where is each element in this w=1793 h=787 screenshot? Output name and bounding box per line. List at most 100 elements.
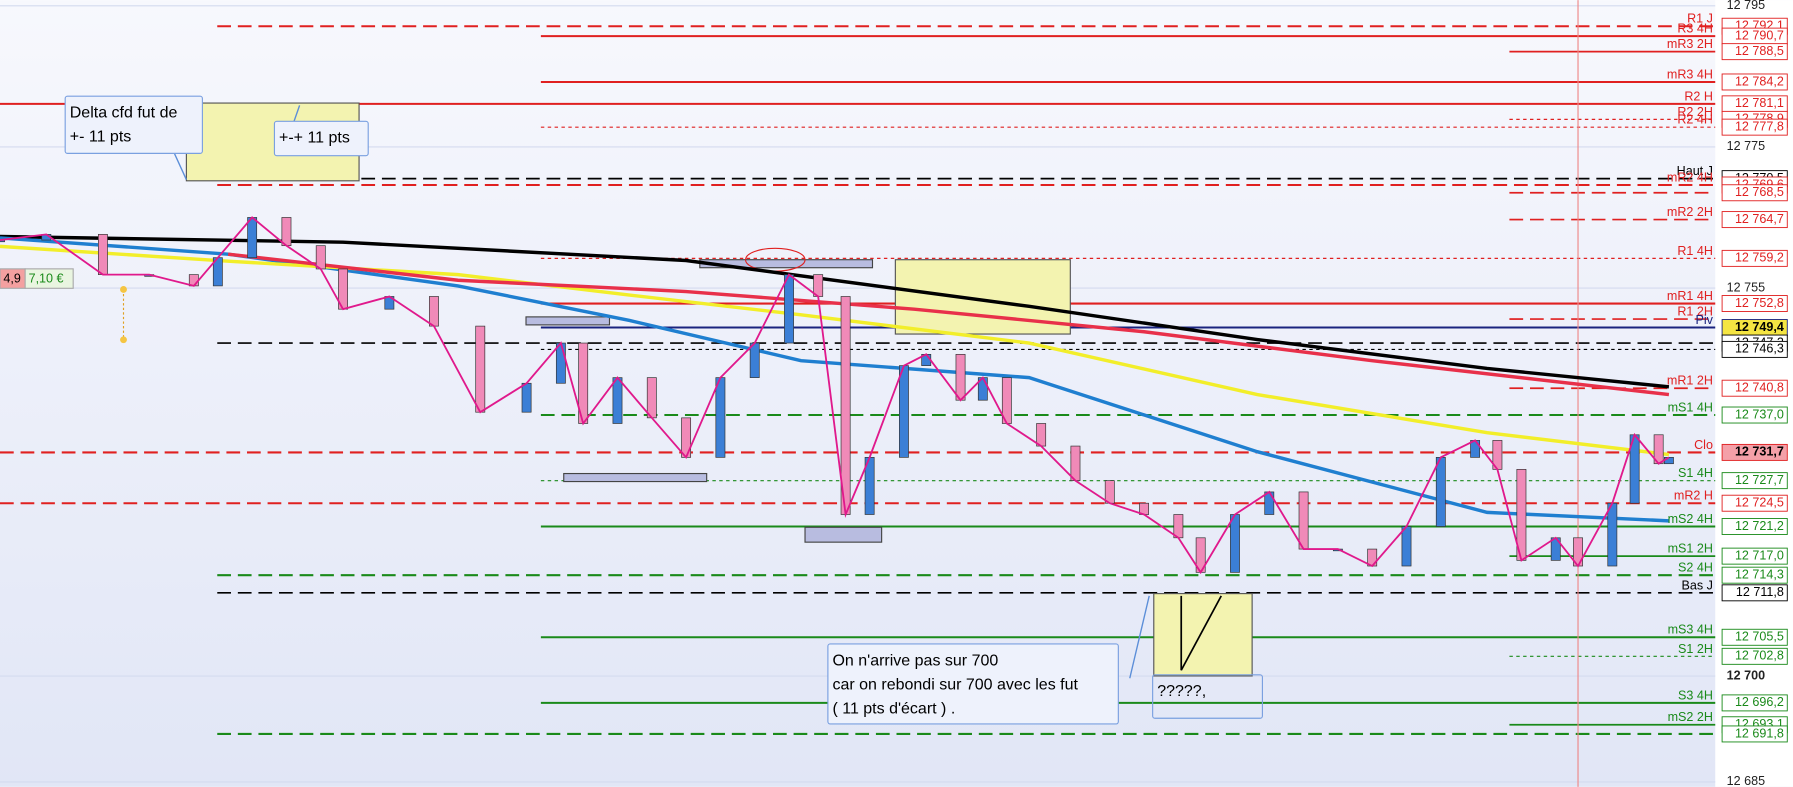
value-label: 12 721,2 [1735, 519, 1784, 533]
value-label: 12 724,5 [1735, 496, 1784, 510]
value-box [1721, 584, 1788, 602]
value-box [1721, 73, 1788, 91]
level-name: S2 4H [1678, 561, 1713, 575]
value-box [1721, 472, 1788, 490]
level-name: S1 2H [1678, 642, 1713, 656]
candle [1435, 457, 1446, 527]
level-name: mR3 4H [1667, 67, 1713, 81]
candle [1401, 526, 1412, 567]
level-name: mS1 2H [1668, 542, 1713, 556]
candle [1036, 423, 1047, 447]
annotation-box [827, 643, 1119, 725]
level-name: mR1 2H [1667, 374, 1713, 388]
marker-bar [563, 472, 708, 483]
candle [784, 274, 794, 344]
handle [120, 336, 127, 344]
value-box [1721, 547, 1788, 565]
arrow [1180, 595, 1223, 671]
level-name: mR2 4H [1667, 170, 1713, 184]
value-label: 12 749,4 [1735, 320, 1784, 334]
level-name: mS2 4H [1668, 512, 1713, 526]
level-name: R1 J [1687, 12, 1713, 26]
value-label: 12 727,7 [1735, 473, 1784, 487]
zone [1153, 593, 1253, 677]
moving-average [227, 252, 1670, 397]
level-name: Haut J [1677, 164, 1713, 178]
candle [281, 217, 292, 247]
y-tick-label: 12 755 [1727, 280, 1765, 294]
candle [1230, 514, 1240, 573]
annotation-text: ( 11 pts d'écart ) . [832, 700, 955, 717]
value-label: 12 696,2 [1735, 695, 1784, 709]
level-name: Piv [1696, 313, 1714, 327]
value-box [1721, 494, 1788, 512]
value-label: 12 737,0 [1735, 407, 1784, 421]
value-box [1721, 379, 1788, 397]
value-label: 12 784,2 [1735, 74, 1784, 88]
candle [555, 342, 566, 384]
level-name: mR2 2H [1667, 205, 1713, 219]
level-name: mS1 4H [1668, 400, 1713, 414]
badge [24, 268, 74, 289]
level-name: Bas J [1682, 578, 1713, 592]
marker-bar [804, 526, 883, 543]
value-label: 12 705,5 [1735, 630, 1784, 644]
candle [1070, 445, 1081, 481]
candle [1104, 480, 1115, 504]
value-box [1721, 518, 1788, 535]
value-label: 12 691,8 [1735, 726, 1784, 740]
candle [97, 234, 108, 275]
annotation-box [64, 95, 203, 154]
value-box [1721, 295, 1788, 313]
value-box [1721, 628, 1788, 646]
badge-text: 7,10 € [29, 271, 64, 285]
candle [1264, 491, 1275, 515]
moving-average [0, 234, 1670, 389]
value-label: 12 759,2 [1735, 251, 1784, 265]
badge-text: 4,9 [3, 271, 20, 285]
level-name: mS2 2H [1668, 710, 1713, 724]
candle [429, 296, 439, 327]
level-name: S3 4H [1678, 688, 1713, 702]
value-label: 12 711,8 [1736, 585, 1784, 599]
candle [1173, 514, 1184, 539]
value-label: 12 740,8 [1735, 381, 1784, 395]
value-box [1721, 184, 1788, 202]
value-label: 12 764,7 [1735, 212, 1784, 226]
level-name: mS3 4H [1668, 623, 1713, 637]
y-tick-label: 12 795 [1727, 0, 1765, 12]
value-box [1721, 211, 1788, 229]
level-name: R3 4H [1677, 22, 1713, 36]
candle [899, 365, 909, 458]
marker-bar [525, 316, 611, 326]
value-label: 12 717,0 [1735, 548, 1784, 562]
candle [749, 342, 760, 378]
value-box [1721, 694, 1788, 712]
value-box [1721, 647, 1788, 665]
moving-average [0, 244, 1670, 457]
level-name: mR2 H [1674, 489, 1713, 503]
candle [521, 382, 532, 413]
candle [646, 377, 657, 419]
candle [955, 353, 966, 401]
value-label: 12 788,5 [1735, 44, 1784, 58]
level-name: Clo [1694, 438, 1713, 452]
candle [475, 325, 486, 413]
value-box [1721, 43, 1788, 61]
y-tick-label: 12 685 [1727, 774, 1765, 787]
value-label: 12 768,5 [1735, 185, 1784, 199]
annotation-text: +-+ 11 pts [279, 130, 350, 147]
candle [247, 217, 258, 259]
value-box [1721, 249, 1788, 267]
handle [120, 286, 127, 293]
value-box [1721, 406, 1788, 424]
candle [1607, 502, 1618, 567]
annotation-text: car on rebondi sur 700 avec les fut [832, 676, 1078, 693]
level-name: R1 4H [1677, 244, 1713, 258]
candle [612, 377, 623, 424]
annotation-text: +- 11 pts [70, 129, 132, 146]
annotation-text: On n'arrive pas sur 700 [832, 652, 998, 669]
annotation-box [1152, 674, 1263, 719]
arrow [1129, 595, 1150, 679]
